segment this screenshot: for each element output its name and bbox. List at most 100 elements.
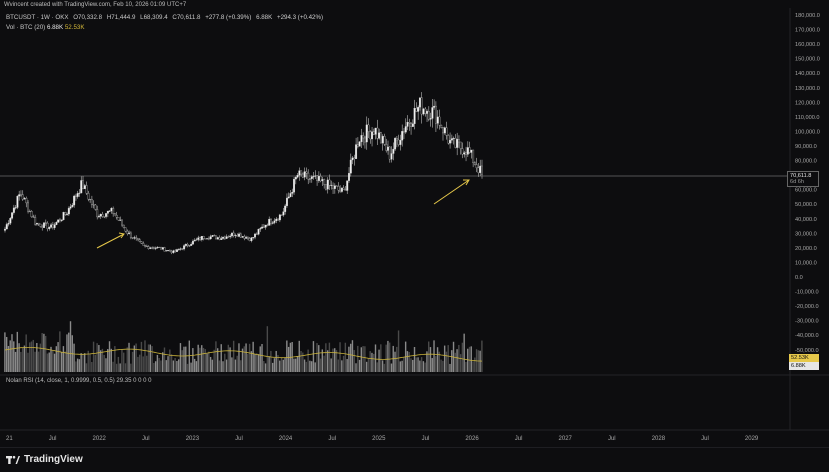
volume-bar <box>151 346 153 372</box>
volume-bar <box>429 347 432 372</box>
volume-bar <box>481 340 483 372</box>
candle-body <box>85 185 88 194</box>
chart-credit: Wvincent created with TradingView.com, F… <box>4 2 187 8</box>
rsi-legend[interactable]: Nolan RSI (14, close, 1, 0.9999, 0.5, 0.… <box>6 378 152 384</box>
volume-bar <box>57 342 59 372</box>
time-axis-label: Jul <box>49 436 57 442</box>
candle-body <box>397 139 400 145</box>
candle-body <box>197 237 200 240</box>
volume-bar <box>114 346 116 372</box>
candle-body <box>213 235 216 237</box>
candle-body <box>30 211 33 217</box>
volume-bar <box>99 350 102 372</box>
candle-body <box>300 170 303 175</box>
candle-body <box>339 189 342 192</box>
volume-bar <box>255 353 258 372</box>
candle-body <box>122 224 125 228</box>
candle-body <box>41 226 44 228</box>
volume-bar <box>270 350 272 372</box>
volume-bar <box>468 346 471 372</box>
volume-ma-value: 52.53K <box>64 24 85 31</box>
volume-bar <box>449 363 451 372</box>
time-axis-label: 2027 <box>559 436 573 442</box>
candle-body <box>312 176 315 178</box>
volume-bar <box>268 356 270 372</box>
volume-bar <box>396 346 398 372</box>
volume-bar <box>401 360 403 372</box>
volume-bar <box>254 353 256 372</box>
volume-bar <box>353 350 355 372</box>
volume-bar <box>27 352 29 372</box>
volume-bar <box>82 354 84 372</box>
volume-bar <box>29 342 31 372</box>
volume-bar <box>126 347 128 372</box>
candle-body <box>427 111 430 120</box>
volume-bar <box>314 362 316 372</box>
candle-body <box>94 204 97 210</box>
volume-bar <box>264 363 267 372</box>
price-axis-label: 40,000.0 <box>795 217 817 223</box>
volume-bar <box>222 361 224 372</box>
volume-bar <box>117 356 120 372</box>
candle-body <box>202 236 205 239</box>
candle-body <box>142 243 145 246</box>
volume-bar <box>133 345 136 372</box>
volume-bar <box>83 353 86 372</box>
candle-body <box>239 233 242 238</box>
tradingview-logo[interactable]: TradingView <box>6 454 83 465</box>
time-axis[interactable]: 21 Jul 2022 Jul 2023 Jul 2024 Jul 2025 Jul 2026 Jul… <box>6 436 759 442</box>
volume-bar <box>344 342 347 372</box>
current-price-tag: 70,611.8 6d 6h <box>787 171 819 187</box>
symbol-label[interactable]: BTCUSDT · 1W · OKX <box>6 14 69 21</box>
candle-body <box>450 138 453 141</box>
time-axis-label: 2025 <box>372 436 386 442</box>
volume-bar <box>257 354 260 372</box>
candle-body <box>223 236 226 239</box>
candle-body <box>394 138 397 150</box>
time-axis-label: 2024 <box>279 436 293 442</box>
candle-body <box>133 237 136 239</box>
candle-body <box>62 212 65 221</box>
volume-bar <box>165 360 167 372</box>
volume-bar <box>73 343 75 372</box>
candle-body <box>408 122 411 124</box>
volume-bar <box>110 348 112 372</box>
volume-bar <box>440 359 442 372</box>
candle-body <box>113 213 116 216</box>
volume-label[interactable]: Vol · BTC (20) <box>6 24 46 31</box>
candle-body <box>309 178 311 180</box>
candle-body <box>220 238 223 240</box>
volume-bar <box>369 351 371 372</box>
candle-body <box>73 195 76 206</box>
candle-body <box>403 131 405 133</box>
candle-body <box>103 216 106 218</box>
vol-extra: 6.88K <box>256 14 273 21</box>
candle-body <box>250 237 253 242</box>
candle-body <box>385 144 388 151</box>
volume-bar <box>259 346 261 372</box>
candle-body <box>12 207 15 213</box>
candles-group <box>4 92 483 255</box>
candle-body <box>374 127 377 135</box>
volume-bar <box>227 344 230 372</box>
candle-body <box>404 126 407 133</box>
price-axis[interactable]: 180,000.0 170,000.0 160,000.0 150,000.0 140,… <box>795 13 820 354</box>
candle-body <box>280 214 283 216</box>
open-value: O70,332.8 <box>73 14 103 21</box>
price-chart[interactable]: 180,000.0 170,000.0 160,000.0 150,000.0 140,… <box>0 0 829 447</box>
volume-bar <box>25 334 27 372</box>
candle-body <box>23 198 26 200</box>
candle-body <box>174 250 177 252</box>
volume-bar <box>426 351 428 372</box>
price-axis-label: 110,000.0 <box>795 115 819 121</box>
close-value: C70,611.8 <box>172 14 201 21</box>
volume-bar <box>451 350 453 372</box>
candle-body <box>158 246 161 248</box>
candle-body <box>328 179 331 186</box>
candle-body <box>291 192 294 194</box>
candle-body <box>105 213 108 217</box>
candle-body <box>231 232 233 237</box>
candle-body <box>353 157 356 159</box>
volume-bar <box>307 349 309 372</box>
candle-body <box>222 236 225 239</box>
